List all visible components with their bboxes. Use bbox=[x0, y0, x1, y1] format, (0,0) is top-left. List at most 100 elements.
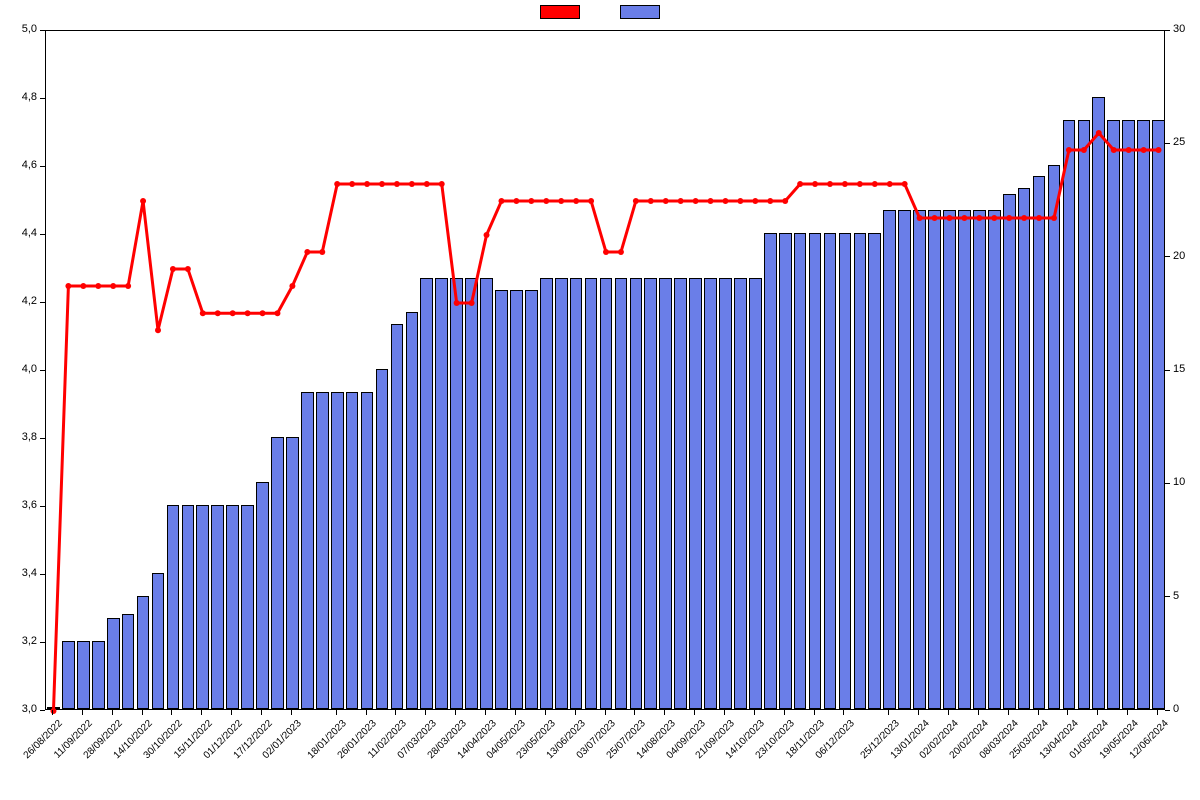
line-marker bbox=[439, 181, 445, 187]
y-left-tick-label: 3,8 bbox=[7, 431, 37, 443]
y-left-tick-label: 4,4 bbox=[7, 227, 37, 239]
line-marker bbox=[1096, 130, 1102, 136]
tick-mark bbox=[1165, 370, 1170, 371]
tick-mark bbox=[40, 438, 45, 439]
legend-swatch-line bbox=[540, 5, 580, 19]
tick-mark bbox=[1165, 143, 1170, 144]
line-marker bbox=[1156, 147, 1162, 153]
line-marker bbox=[782, 198, 788, 204]
line-marker bbox=[887, 181, 893, 187]
y-right-tick-label: 30 bbox=[1173, 23, 1185, 35]
y-left-tick-label: 4,8 bbox=[7, 91, 37, 103]
chart-container: 3,03,23,43,63,84,04,24,44,64,85,00510152… bbox=[0, 0, 1200, 800]
line-marker bbox=[185, 266, 191, 272]
tick-mark bbox=[455, 710, 456, 715]
line-marker bbox=[1051, 215, 1057, 221]
tick-mark bbox=[52, 710, 53, 715]
line-marker bbox=[1066, 147, 1072, 153]
line-marker bbox=[409, 181, 415, 187]
line-marker bbox=[260, 310, 266, 316]
line-marker bbox=[110, 283, 116, 289]
y-right-tick-label: 20 bbox=[1173, 250, 1185, 262]
tick-mark bbox=[112, 710, 113, 715]
line-marker bbox=[334, 181, 340, 187]
line-marker bbox=[215, 310, 221, 316]
tick-mark bbox=[40, 234, 45, 235]
line-marker bbox=[722, 198, 728, 204]
tick-mark bbox=[1157, 710, 1158, 715]
legend bbox=[540, 5, 660, 19]
line-marker bbox=[170, 266, 176, 272]
line-marker bbox=[1006, 215, 1012, 221]
line-marker bbox=[827, 181, 833, 187]
line-marker bbox=[424, 181, 430, 187]
line-marker bbox=[95, 283, 101, 289]
line-marker bbox=[812, 181, 818, 187]
tick-mark bbox=[40, 30, 45, 31]
y-left-tick-label: 4,0 bbox=[7, 363, 37, 375]
tick-mark bbox=[40, 98, 45, 99]
tick-mark bbox=[545, 710, 546, 715]
plot-area bbox=[45, 30, 1165, 710]
y-right-tick-label: 15 bbox=[1173, 363, 1185, 375]
tick-mark bbox=[40, 506, 45, 507]
legend-swatch-bar bbox=[620, 5, 660, 19]
tick-mark bbox=[291, 710, 292, 715]
line-marker bbox=[364, 181, 370, 187]
tick-mark bbox=[201, 710, 202, 715]
tick-mark bbox=[1038, 710, 1039, 715]
tick-mark bbox=[918, 710, 919, 715]
line-marker bbox=[558, 198, 564, 204]
line-marker bbox=[1021, 215, 1027, 221]
y-left-tick-label: 3,0 bbox=[7, 703, 37, 715]
tick-mark bbox=[395, 710, 396, 715]
tick-mark bbox=[1097, 710, 1098, 715]
tick-mark bbox=[724, 710, 725, 715]
tick-mark bbox=[605, 710, 606, 715]
tick-mark bbox=[1165, 596, 1170, 597]
y-left-tick-label: 4,2 bbox=[7, 295, 37, 307]
line-marker bbox=[1126, 147, 1132, 153]
tick-mark bbox=[1067, 710, 1068, 715]
line-marker bbox=[304, 249, 310, 255]
line-marker bbox=[394, 181, 400, 187]
line-marker bbox=[1111, 147, 1117, 153]
y-right-tick-label: 10 bbox=[1173, 476, 1185, 488]
line-marker bbox=[289, 283, 295, 289]
y-right-tick-label: 0 bbox=[1173, 703, 1179, 715]
legend-item-bar bbox=[620, 5, 660, 19]
line-marker bbox=[917, 215, 923, 221]
line-marker bbox=[857, 181, 863, 187]
line-marker bbox=[618, 249, 624, 255]
line-marker bbox=[155, 327, 161, 333]
tick-mark bbox=[40, 302, 45, 303]
line-marker bbox=[1141, 147, 1147, 153]
line-marker bbox=[319, 249, 325, 255]
tick-mark bbox=[784, 710, 785, 715]
y-left-tick-label: 3,2 bbox=[7, 635, 37, 647]
tick-mark bbox=[664, 710, 665, 715]
tick-mark bbox=[40, 166, 45, 167]
tick-mark bbox=[40, 574, 45, 575]
tick-mark bbox=[40, 710, 45, 711]
line-marker bbox=[230, 310, 236, 316]
line-marker bbox=[633, 198, 639, 204]
y-left-tick-label: 5,0 bbox=[7, 23, 37, 35]
line-marker bbox=[693, 198, 699, 204]
line-overlay bbox=[46, 31, 1166, 711]
line-marker bbox=[65, 283, 71, 289]
line-marker bbox=[469, 300, 475, 306]
x-tick-label: 26/08/2022 bbox=[12, 718, 66, 772]
tick-mark bbox=[261, 710, 262, 715]
line-marker bbox=[961, 215, 967, 221]
tick-mark bbox=[40, 642, 45, 643]
tick-mark bbox=[1165, 710, 1170, 711]
line-marker bbox=[125, 283, 131, 289]
line-marker bbox=[588, 198, 594, 204]
line-marker bbox=[140, 198, 146, 204]
line-marker bbox=[274, 310, 280, 316]
line-marker bbox=[200, 310, 206, 316]
line-marker bbox=[1081, 147, 1087, 153]
line-marker bbox=[842, 181, 848, 187]
tick-mark bbox=[142, 710, 143, 715]
